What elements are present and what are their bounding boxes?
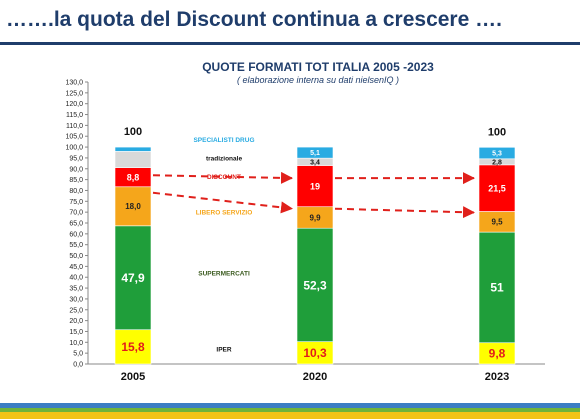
- data-label: 18,0: [125, 202, 141, 211]
- y-tick-label: 20,0: [69, 318, 83, 325]
- y-tick-label: 5,0: [73, 351, 83, 358]
- y-tick-label: 125,0: [65, 90, 83, 97]
- series-label: LIBERO SERVIZIO: [196, 210, 253, 217]
- bar-segment: [114, 151, 152, 168]
- data-label: 9,8: [489, 347, 506, 361]
- footer-stripe-blue: [0, 403, 580, 408]
- data-label: 3,4: [310, 159, 320, 166]
- y-tick-label: 45,0: [69, 264, 83, 271]
- bar-total-label: 100: [124, 126, 142, 138]
- y-tick-label: 130,0: [65, 80, 83, 87]
- footer-stripe-green: [0, 408, 580, 412]
- y-tick-label: 55,0: [69, 242, 83, 249]
- y-tick-label: 80,0: [69, 188, 83, 195]
- y-tick-label: 105,0: [65, 134, 83, 141]
- bar-segment: [478, 231, 516, 344]
- bar-segment: [114, 146, 152, 152]
- y-tick-label: 85,0: [69, 177, 83, 184]
- y-tick-label: 120,0: [65, 101, 83, 108]
- stacked-bar-chart: QUOTE FORMATI TOT ITALIA 2005 -2023 ( el…: [65, 60, 545, 383]
- data-label: 10,3: [303, 346, 327, 360]
- series-label: IPER: [216, 346, 231, 353]
- bar-segment: [296, 227, 334, 342]
- bar-segment: [114, 186, 152, 227]
- y-tick-label: 70,0: [69, 210, 83, 217]
- y-tick-label: 95,0: [69, 155, 83, 162]
- bar-segment: [478, 146, 516, 160]
- data-label: 8,8: [127, 172, 140, 182]
- y-tick-label: 65,0: [69, 221, 83, 228]
- data-label: 15,8: [121, 340, 145, 354]
- x-tick-label: 2020: [303, 371, 327, 383]
- y-tick-label: 0,0: [73, 362, 83, 369]
- bar-segment: [114, 225, 152, 331]
- bar-segment: [114, 329, 152, 365]
- y-tick-label: 110,0: [66, 123, 83, 130]
- chart-subtitle: ( elaborazione interna su dati nielsenIQ…: [237, 75, 399, 85]
- trend-arrow: [334, 206, 476, 219]
- y-tick-label: 25,0: [69, 307, 83, 314]
- footer-stripe-yellow: [0, 412, 580, 419]
- data-label: 21,5: [488, 183, 506, 193]
- data-label: 9,5: [491, 218, 503, 227]
- series-label: tradizionale: [206, 155, 243, 162]
- bar-segment: [296, 165, 334, 208]
- series-label: SPECIALISTI DRUG: [193, 137, 254, 144]
- y-tick-label: 100,0: [65, 145, 83, 152]
- data-label: 5,1: [310, 150, 320, 157]
- y-tick-label: 60,0: [69, 231, 83, 238]
- bar-total-label: 100: [488, 126, 506, 138]
- y-tick-label: 40,0: [69, 275, 83, 282]
- x-tick-label: 2023: [485, 371, 509, 383]
- series-label: DISCOUNT: [207, 174, 241, 181]
- bar-segment: [296, 146, 334, 159]
- slide-title: …….la quota del Discount continua a cres…: [6, 8, 502, 31]
- data-label: 9,9: [309, 213, 321, 222]
- y-tick-label: 50,0: [69, 253, 83, 260]
- y-tick-label: 115,0: [66, 112, 83, 119]
- chart-title: QUOTE FORMATI TOT ITALIA 2005 -2023: [202, 60, 434, 74]
- series-label: SUPERMERCATI: [198, 270, 250, 277]
- y-tick-label: 10,0: [69, 340, 83, 347]
- data-label: 2,8: [492, 159, 502, 166]
- y-tick-label: 75,0: [69, 199, 83, 206]
- data-label: 52,3: [303, 278, 327, 292]
- data-label: 51: [490, 281, 504, 295]
- y-tick-label: 90,0: [69, 166, 83, 173]
- trend-arrow: [152, 191, 294, 214]
- data-label: 5,3: [492, 151, 502, 158]
- bar-segment: [478, 164, 516, 212]
- y-tick-label: 30,0: [69, 296, 83, 303]
- data-label: 19: [310, 181, 320, 191]
- y-tick-label: 15,0: [69, 329, 83, 336]
- title-divider: [0, 42, 580, 45]
- x-tick-label: 2005: [121, 371, 145, 383]
- y-tick-label: 35,0: [69, 286, 83, 293]
- data-label: 47,9: [121, 271, 145, 285]
